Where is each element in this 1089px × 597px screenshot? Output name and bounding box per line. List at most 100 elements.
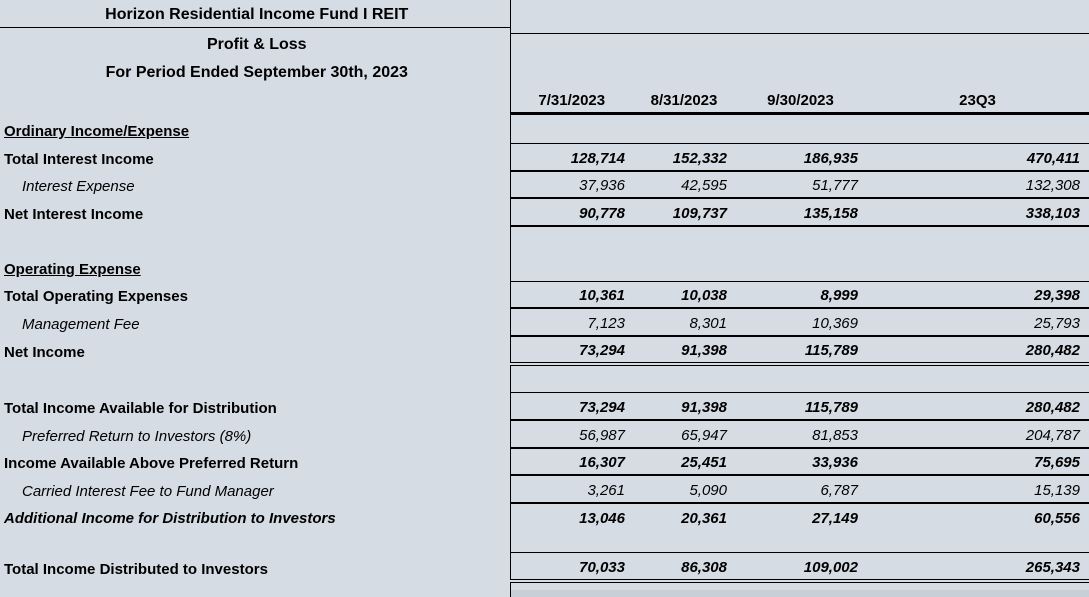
empty-cell[interactable] (633, 27, 735, 57)
cell-value[interactable]: 25,451 (633, 448, 735, 476)
empty-cell[interactable] (866, 27, 1089, 57)
empty-cell[interactable] (509, 530, 633, 553)
empty-cell[interactable] (866, 0, 1089, 27)
cell-value[interactable]: 8,301 (633, 308, 735, 337)
cell-value[interactable]: 109,737 (633, 198, 735, 227)
empty-cell[interactable] (633, 364, 735, 393)
empty-cell[interactable] (509, 253, 633, 282)
cell-value[interactable]: 6,787 (735, 475, 866, 504)
cell-value[interactable]: 70,033 (509, 552, 633, 583)
cell-value[interactable]: 280,482 (866, 392, 1089, 421)
cell-value[interactable]: 51,777 (735, 171, 866, 199)
empty-cell[interactable] (735, 27, 866, 57)
cell-value[interactable]: 27,149 (812, 510, 858, 527)
row-label[interactable]: Total Income Available for Distribution (4, 400, 277, 417)
row-label[interactable]: Management Fee (22, 316, 140, 333)
row-label[interactable]: Total Operating Expenses (4, 288, 188, 305)
empty-cell[interactable] (509, 364, 633, 393)
cell-value[interactable]: 37,936 (509, 171, 633, 199)
empty-cell[interactable] (633, 0, 735, 27)
empty-cell[interactable] (0, 85, 510, 113)
cell-value[interactable]: 16,307 (509, 448, 633, 476)
cell-value[interactable]: 65,947 (633, 420, 735, 449)
cell-value[interactable]: 15,139 (866, 475, 1089, 504)
cell-value[interactable]: 132,308 (866, 171, 1089, 199)
empty-cell[interactable] (866, 530, 1089, 553)
cell-value[interactable]: 25,793 (866, 308, 1089, 337)
cell-value[interactable]: 56,987 (509, 420, 633, 449)
cell-value[interactable]: 20,361 (681, 510, 727, 527)
empty-cell[interactable] (633, 253, 735, 282)
cell-value[interactable]: 152,332 (633, 143, 735, 172)
cell-value[interactable]: 470,411 (866, 143, 1089, 172)
column-header-quarter[interactable]: 23Q3 (866, 85, 1089, 115)
cell-value[interactable]: 204,787 (866, 420, 1089, 449)
empty-cell[interactable] (735, 113, 866, 144)
cell-value[interactable]: 73,294 (509, 392, 633, 421)
cell-value[interactable]: 7,123 (509, 308, 633, 337)
cell-value[interactable]: 73,294 (509, 336, 633, 366)
empty-cell[interactable] (509, 0, 633, 27)
row-label[interactable]: Total Income Distributed to Investors (4, 561, 268, 578)
cell-value[interactable]: 186,935 (735, 143, 866, 172)
row-label[interactable]: Preferred Return to Investors (8%) (22, 428, 252, 445)
section-heading-ordinary[interactable]: Ordinary Income/Expense (4, 123, 190, 140)
section-heading-operating[interactable]: Operating Expense (4, 261, 141, 278)
row-label[interactable]: Additional Income for Distribution to In… (4, 510, 336, 527)
empty-cell[interactable] (509, 226, 633, 253)
statement-period[interactable]: For Period Ended September 30th, 2023 (105, 64, 408, 81)
cell-value[interactable]: 90,778 (509, 198, 633, 227)
cell-value[interactable]: 91,398 (633, 392, 735, 421)
row-label[interactable]: Net Income (4, 344, 85, 361)
cell-value[interactable]: 33,936 (735, 448, 866, 476)
cell-value[interactable]: 115,789 (735, 392, 866, 421)
cell-value[interactable]: 81,853 (735, 420, 866, 449)
cell-value[interactable]: 115,789 (735, 336, 866, 366)
empty-cell[interactable] (735, 253, 866, 282)
cell-value[interactable]: 109,002 (735, 552, 866, 583)
empty-cell[interactable] (866, 57, 1089, 85)
empty-cell[interactable] (509, 113, 633, 144)
empty-cell[interactable] (866, 253, 1089, 282)
cell-value[interactable]: 13,046 (509, 503, 633, 530)
empty-cell[interactable] (509, 27, 633, 57)
cell-value[interactable]: 10,361 (509, 281, 633, 309)
cell-value[interactable]: 3,261 (509, 475, 633, 504)
cell-value[interactable]: 29,398 (866, 281, 1089, 309)
row-label[interactable]: Carried Interest Fee to Fund Manager (22, 483, 274, 500)
row-label[interactable]: Income Available Above Preferred Return (4, 455, 299, 472)
column-header-month1[interactable]: 7/31/2023 (509, 85, 633, 115)
empty-cell[interactable] (735, 57, 866, 85)
statement-subtitle[interactable]: Profit & Loss (206, 36, 307, 53)
empty-cell[interactable] (0, 226, 510, 253)
cell-value[interactable]: 5,090 (633, 475, 735, 504)
row-label[interactable]: Net Interest Income (4, 206, 144, 223)
cell-value[interactable]: 91,398 (633, 336, 735, 366)
empty-cell[interactable] (633, 113, 735, 144)
empty-cell[interactable] (735, 364, 866, 393)
empty-cell[interactable] (866, 226, 1089, 253)
column-header-month2[interactable]: 8/31/2023 (633, 85, 735, 115)
column-header-month3[interactable]: 9/30/2023 (735, 85, 866, 115)
empty-cell[interactable] (0, 530, 510, 552)
empty-cell[interactable] (735, 226, 866, 253)
empty-cell[interactable] (866, 364, 1089, 393)
cell-value[interactable]: 10,369 (735, 308, 866, 337)
empty-cell[interactable] (735, 0, 866, 27)
cell-value[interactable]: 10,038 (633, 281, 735, 309)
empty-cell[interactable] (633, 530, 735, 553)
cell-value[interactable]: 86,308 (633, 552, 735, 583)
empty-cell[interactable] (509, 57, 633, 85)
cell-value[interactable]: 75,695 (866, 448, 1089, 476)
row-label[interactable]: Interest Expense (22, 178, 135, 195)
cell-value[interactable]: 128,714 (509, 143, 633, 172)
empty-cell[interactable] (0, 581, 510, 597)
empty-cell[interactable] (633, 57, 735, 85)
cell-value[interactable]: 338,103 (866, 198, 1089, 227)
empty-cell[interactable] (633, 226, 735, 253)
cell-value[interactable]: 42,595 (633, 171, 735, 199)
cell-value[interactable]: 8,999 (735, 281, 866, 309)
empty-cell[interactable] (735, 530, 866, 553)
row-label[interactable]: Total Interest Income (4, 151, 154, 168)
cell-value[interactable]: 135,158 (735, 198, 866, 227)
